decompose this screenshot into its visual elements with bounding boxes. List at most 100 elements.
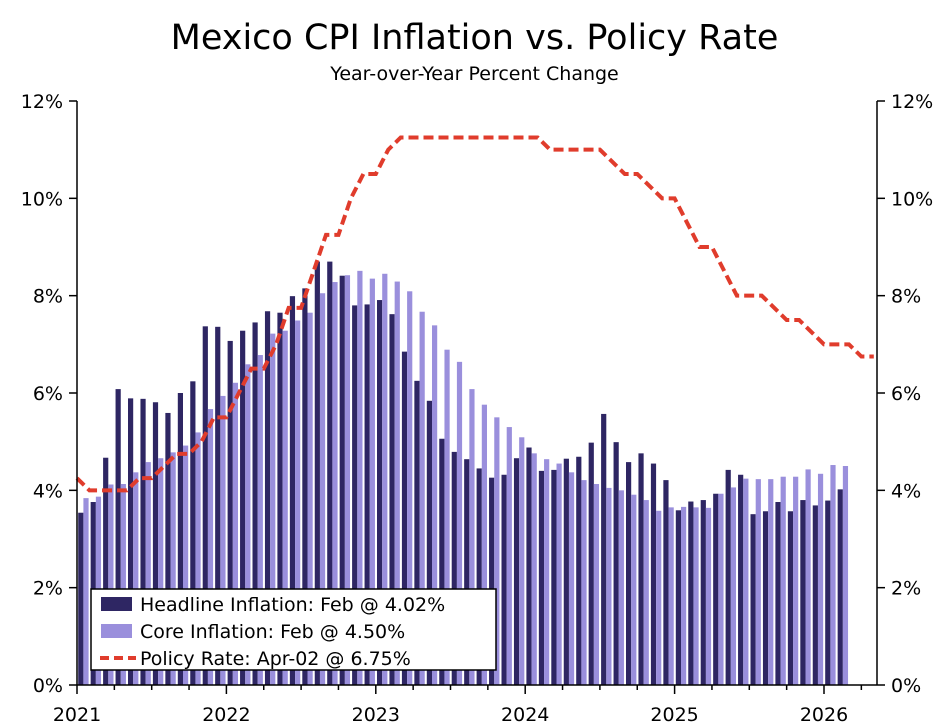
core-bar bbox=[108, 484, 114, 685]
core-bar bbox=[531, 453, 537, 685]
headline-bar bbox=[451, 451, 457, 685]
core-bar bbox=[133, 472, 139, 685]
core-bar bbox=[618, 490, 624, 685]
core-bar bbox=[407, 291, 413, 685]
core-bar bbox=[456, 361, 463, 685]
headline-bar bbox=[240, 330, 246, 685]
headline-bar bbox=[837, 489, 843, 685]
y-tick-label-right: 6% bbox=[891, 383, 921, 405]
y-tick-label-left: 12% bbox=[21, 91, 63, 113]
headline-bar bbox=[401, 351, 408, 685]
legend-box bbox=[90, 588, 497, 671]
core-bar bbox=[519, 437, 525, 685]
headline-bar bbox=[513, 458, 520, 685]
headline-bar bbox=[750, 514, 756, 685]
core-bar bbox=[120, 484, 126, 685]
headline-bar bbox=[339, 275, 345, 685]
y-tick-label-left: 6% bbox=[33, 383, 63, 405]
core-bar bbox=[319, 293, 326, 685]
legend-label-policy: Policy Rate: Apr-02 @ 6.75% bbox=[140, 648, 411, 670]
x-tick-label: 2022 bbox=[202, 704, 250, 726]
chart-title: Mexico CPI Inflation vs. Policy Rate bbox=[170, 18, 779, 58]
headline-bar bbox=[526, 447, 532, 685]
headline-bar bbox=[538, 470, 545, 685]
headline-bar bbox=[377, 300, 383, 685]
core-bar bbox=[369, 278, 375, 685]
headline-bar bbox=[165, 412, 171, 685]
headline-bar bbox=[103, 457, 109, 685]
headline-bar bbox=[190, 381, 196, 685]
core-bar bbox=[544, 459, 550, 685]
core-bar bbox=[494, 417, 500, 685]
core-bar bbox=[805, 469, 811, 685]
core-bar bbox=[780, 476, 786, 685]
x-tick-label: 2021 bbox=[53, 704, 101, 726]
x-tick-label: 2023 bbox=[352, 704, 400, 726]
core-bar bbox=[656, 510, 662, 685]
core-bar bbox=[643, 500, 649, 685]
core-bar bbox=[257, 355, 263, 685]
headline-bar bbox=[551, 469, 557, 685]
headline-bar bbox=[140, 398, 146, 685]
core-bar bbox=[469, 389, 475, 685]
headline-bar bbox=[215, 326, 221, 685]
headline-bar bbox=[426, 400, 432, 685]
y-tick-label-left: 2% bbox=[33, 578, 63, 600]
core-bar bbox=[170, 452, 176, 685]
core-bar bbox=[145, 462, 151, 685]
core-bar bbox=[382, 273, 388, 685]
headline-bar bbox=[476, 468, 482, 685]
headline-bar bbox=[352, 305, 358, 685]
core-bar bbox=[743, 478, 749, 685]
headline-bar bbox=[787, 511, 794, 685]
core-bar bbox=[183, 445, 189, 685]
y-tick-label-right: 12% bbox=[891, 91, 933, 113]
policy-rate-line bbox=[75, 135, 874, 493]
headline-bar bbox=[177, 393, 183, 685]
core-bar bbox=[232, 382, 238, 685]
x-tick-label: 2024 bbox=[501, 704, 549, 726]
headline-bar bbox=[289, 296, 296, 685]
policy-line-layer bbox=[75, 135, 874, 493]
core-bar bbox=[755, 479, 761, 685]
core-bar bbox=[394, 281, 400, 685]
core-bar bbox=[307, 312, 313, 685]
core-bar bbox=[668, 507, 674, 685]
core-bar bbox=[793, 476, 799, 685]
headline-bar bbox=[489, 477, 495, 685]
core-bar bbox=[481, 404, 487, 685]
headline-bar bbox=[152, 402, 159, 685]
y-tick-label-right: 2% bbox=[891, 578, 921, 600]
legend-swatch-core bbox=[101, 624, 132, 638]
core-bar bbox=[556, 463, 562, 685]
headline-bar bbox=[128, 398, 134, 685]
headline-bar bbox=[713, 493, 719, 685]
y-tick-label-left: 10% bbox=[21, 188, 63, 210]
core-bar bbox=[195, 432, 201, 685]
core-bar bbox=[568, 472, 575, 685]
headline-bar bbox=[638, 453, 644, 685]
headline-bar bbox=[464, 459, 470, 685]
headline-bar bbox=[576, 456, 582, 685]
headline-bar bbox=[439, 438, 445, 685]
core-bar bbox=[693, 507, 699, 685]
headline-bar bbox=[688, 501, 694, 685]
headline-bar bbox=[738, 474, 744, 685]
headline-bar bbox=[389, 314, 395, 685]
headline-bar bbox=[626, 462, 632, 685]
headline-bar bbox=[775, 502, 781, 685]
core-bar bbox=[295, 320, 301, 685]
y-tick-label-right: 8% bbox=[891, 286, 921, 308]
headline-bar bbox=[314, 261, 320, 685]
core-bar bbox=[83, 498, 89, 685]
core-bar bbox=[705, 507, 712, 685]
core-bar bbox=[631, 494, 637, 685]
headline-bar bbox=[202, 326, 208, 685]
headline-bar bbox=[252, 322, 258, 685]
headline-bar bbox=[264, 311, 271, 685]
core-bar bbox=[506, 427, 512, 685]
headline-bar bbox=[327, 261, 333, 685]
headline-bar bbox=[563, 458, 569, 685]
core-bar bbox=[245, 364, 251, 685]
core-bar bbox=[357, 270, 363, 685]
